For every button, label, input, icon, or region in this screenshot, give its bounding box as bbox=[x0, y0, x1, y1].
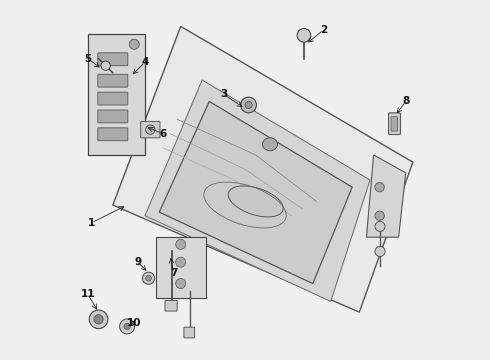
Text: 5: 5 bbox=[84, 54, 92, 64]
Circle shape bbox=[375, 183, 384, 192]
Circle shape bbox=[89, 310, 108, 329]
FancyBboxPatch shape bbox=[98, 53, 128, 66]
Circle shape bbox=[146, 125, 155, 134]
Circle shape bbox=[124, 323, 130, 330]
Circle shape bbox=[129, 39, 139, 49]
FancyBboxPatch shape bbox=[389, 113, 400, 135]
Circle shape bbox=[101, 61, 110, 70]
FancyBboxPatch shape bbox=[391, 117, 397, 131]
FancyBboxPatch shape bbox=[98, 92, 128, 105]
Polygon shape bbox=[156, 237, 206, 298]
FancyBboxPatch shape bbox=[98, 128, 128, 141]
Text: 6: 6 bbox=[159, 129, 167, 139]
FancyBboxPatch shape bbox=[98, 74, 128, 87]
Text: 3: 3 bbox=[220, 89, 227, 99]
Circle shape bbox=[143, 272, 155, 284]
Circle shape bbox=[375, 211, 384, 220]
Polygon shape bbox=[367, 155, 406, 237]
Circle shape bbox=[176, 239, 186, 249]
Circle shape bbox=[297, 28, 311, 42]
Polygon shape bbox=[159, 102, 352, 284]
Polygon shape bbox=[145, 80, 370, 301]
FancyBboxPatch shape bbox=[98, 110, 128, 123]
Text: 11: 11 bbox=[80, 289, 95, 299]
FancyBboxPatch shape bbox=[165, 300, 177, 311]
Circle shape bbox=[176, 257, 186, 267]
Circle shape bbox=[241, 97, 256, 113]
Circle shape bbox=[375, 221, 385, 231]
Text: 2: 2 bbox=[320, 25, 327, 35]
Text: 4: 4 bbox=[141, 57, 148, 67]
Ellipse shape bbox=[228, 186, 283, 217]
FancyBboxPatch shape bbox=[141, 121, 160, 138]
Text: 10: 10 bbox=[127, 318, 142, 328]
Circle shape bbox=[94, 315, 103, 324]
Ellipse shape bbox=[263, 138, 277, 151]
Polygon shape bbox=[113, 26, 413, 312]
Text: 8: 8 bbox=[402, 96, 409, 107]
Circle shape bbox=[245, 102, 252, 109]
FancyBboxPatch shape bbox=[184, 327, 195, 338]
Circle shape bbox=[146, 275, 151, 281]
Circle shape bbox=[120, 319, 135, 334]
Text: 7: 7 bbox=[170, 268, 177, 278]
Circle shape bbox=[176, 279, 186, 289]
Polygon shape bbox=[88, 33, 145, 155]
Text: 9: 9 bbox=[134, 257, 142, 267]
Text: 1: 1 bbox=[88, 218, 95, 228]
Circle shape bbox=[375, 247, 385, 256]
